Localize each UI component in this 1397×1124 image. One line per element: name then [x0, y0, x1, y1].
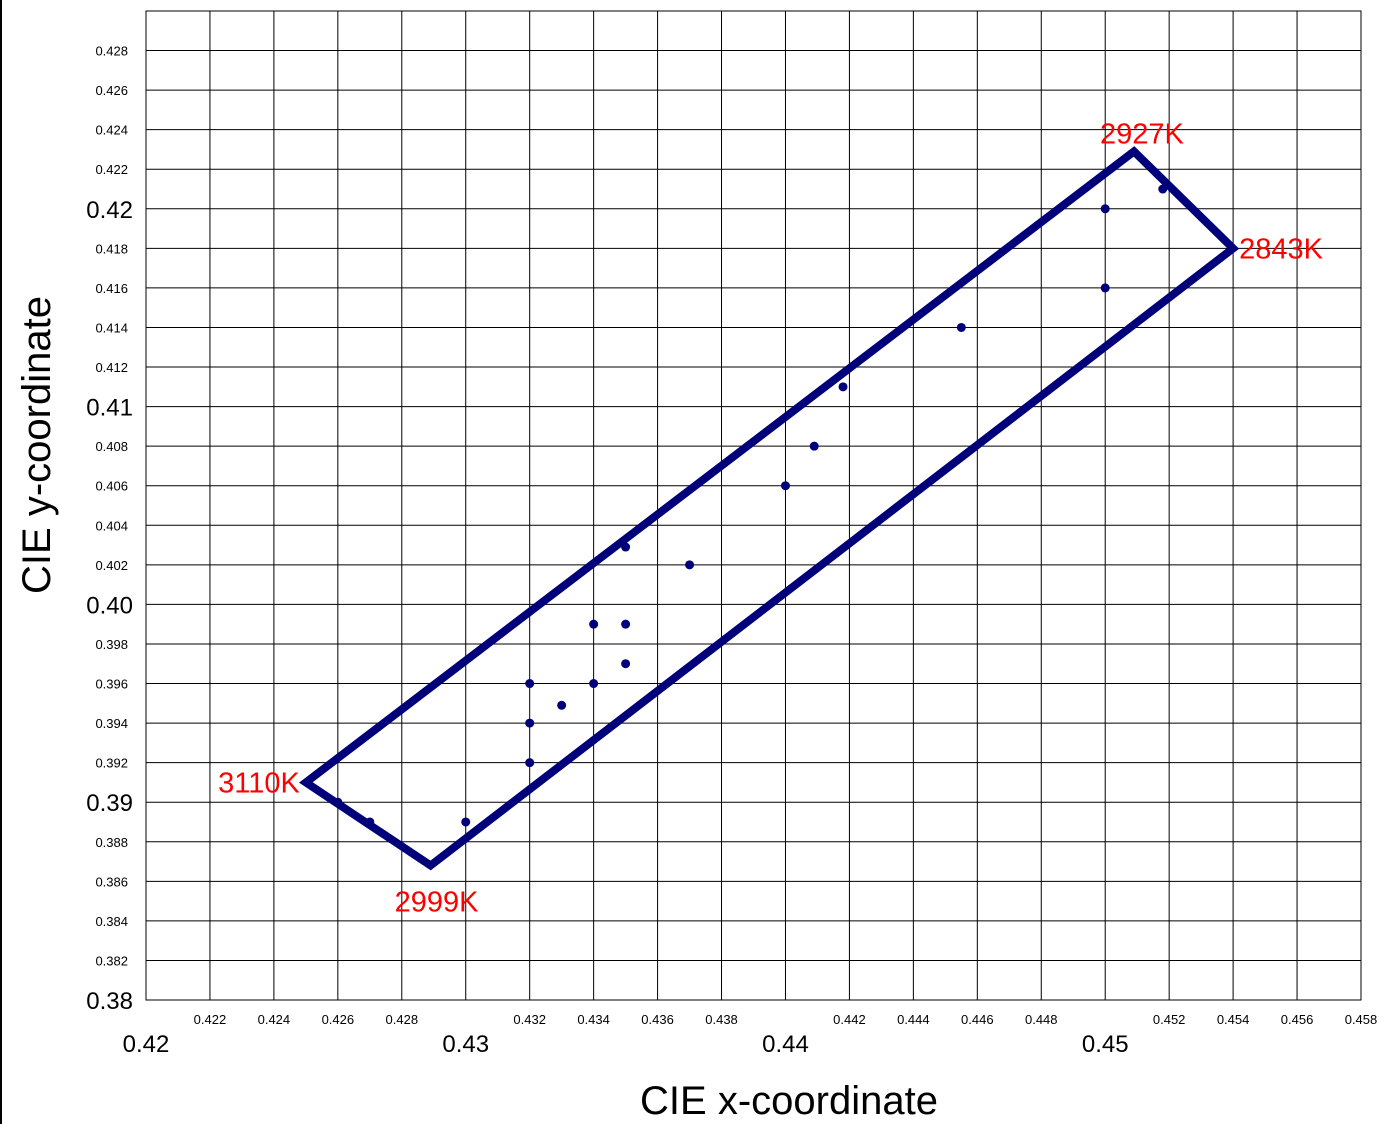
data-point	[461, 817, 470, 826]
y-tick-label: 0.386	[95, 874, 128, 889]
x-tick-label: 0.452	[1153, 1012, 1186, 1027]
data-points	[333, 185, 1167, 827]
y-tick-label: 0.382	[95, 953, 128, 968]
y-tick-label: 0.394	[95, 716, 128, 731]
corner-annotations: 3110K 2927K 2843K 2999K	[218, 118, 1323, 918]
x-axis-label: CIE x-coordinate	[640, 1079, 938, 1123]
y-tick-label: 0.404	[95, 518, 128, 533]
x-tick-label: 0.444	[897, 1012, 930, 1027]
data-point	[621, 543, 630, 552]
x-tick-label: 0.43	[442, 1031, 489, 1058]
y-axis-label: CIE y-coordinate	[15, 296, 59, 594]
y-tick-label: 0.416	[95, 281, 128, 296]
data-point	[839, 382, 848, 391]
data-point	[957, 323, 966, 332]
y-tick-label: 0.426	[95, 83, 128, 98]
data-point	[621, 620, 630, 629]
y-tick-label: 0.39	[86, 790, 133, 817]
x-tick-label: 0.42	[123, 1031, 170, 1058]
y-tick-label: 0.384	[95, 914, 128, 929]
x-tick-label: 0.426	[322, 1012, 355, 1027]
x-tick-label: 0.424	[258, 1012, 291, 1027]
x-tick-label: 0.428	[386, 1012, 419, 1027]
data-point	[589, 679, 598, 688]
y-tick-label: 0.396	[95, 677, 128, 692]
data-point	[781, 481, 790, 490]
boundary-polygon	[306, 151, 1233, 865]
x-tick-label: 0.44	[762, 1031, 809, 1058]
y-tick-label: 0.41	[86, 395, 133, 422]
y-tick-label: 0.412	[95, 360, 128, 375]
data-point	[1101, 283, 1110, 292]
y-tick-label: 0.388	[95, 835, 128, 850]
data-point	[1101, 204, 1110, 213]
data-point	[525, 679, 534, 688]
y-tick-label: 0.398	[95, 637, 128, 652]
corner-label: 3110K	[218, 767, 300, 799]
x-tick-label: 0.438	[705, 1012, 738, 1027]
x-tick-label: 0.454	[1217, 1012, 1250, 1027]
y-tick-label: 0.38	[86, 988, 133, 1015]
corner-label: 2927K	[1100, 118, 1185, 150]
y-tick-label: 0.408	[95, 439, 128, 454]
data-point	[1158, 185, 1167, 194]
grid	[146, 11, 1361, 1000]
x-tick-label: 0.432	[513, 1012, 546, 1027]
x-tick-label: 0.436	[641, 1012, 674, 1027]
y-tick-label: 0.422	[95, 162, 128, 177]
data-point	[525, 719, 534, 728]
data-point	[365, 817, 374, 826]
y-tick-label: 0.424	[95, 123, 128, 138]
y-tick-label: 0.428	[95, 44, 128, 59]
x-tick-label: 0.456	[1281, 1012, 1314, 1027]
corner-label: 2999K	[395, 886, 480, 918]
x-tick-label: 0.45	[1082, 1031, 1129, 1058]
x-tick-label: 0.458	[1345, 1012, 1378, 1027]
data-point	[525, 758, 534, 767]
page-border-left	[0, 0, 2, 1124]
x-tick-label: 0.422	[194, 1012, 227, 1027]
y-tick-label: 0.42	[86, 197, 133, 224]
x-tick-label: 0.434	[577, 1012, 610, 1027]
data-point	[589, 620, 598, 629]
data-point	[333, 798, 342, 807]
data-point	[810, 442, 819, 451]
plot-frame	[146, 11, 1361, 1000]
y-tick-label: 0.392	[95, 756, 128, 771]
y-tick-label: 0.40	[86, 592, 133, 619]
data-point	[621, 659, 630, 668]
corner-label: 2843K	[1239, 233, 1324, 265]
data-point	[557, 701, 566, 710]
x-tick-label: 0.448	[1025, 1012, 1058, 1027]
data-point	[685, 560, 694, 569]
y-tick-label: 0.418	[95, 241, 128, 256]
boundary-quadrilateral	[306, 151, 1233, 865]
y-tick-label: 0.414	[95, 320, 128, 335]
x-tick-label: 0.446	[961, 1012, 994, 1027]
x-tick-label: 0.442	[833, 1012, 866, 1027]
y-tick-label: 0.402	[95, 558, 128, 573]
y-tick-label: 0.406	[95, 479, 128, 494]
